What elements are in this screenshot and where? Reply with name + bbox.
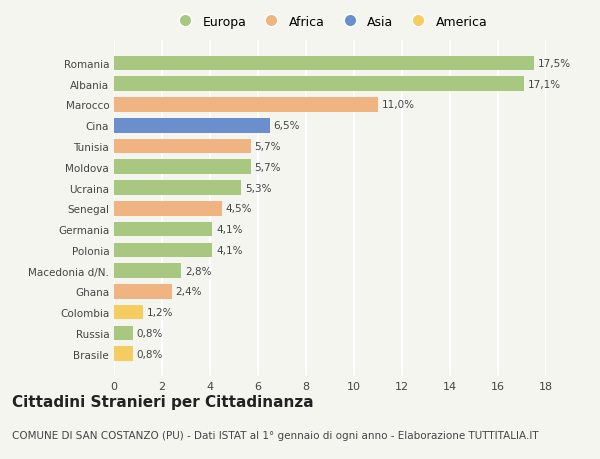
Bar bbox=[114, 202, 222, 216]
Text: 2,4%: 2,4% bbox=[175, 287, 202, 297]
Text: 6,5%: 6,5% bbox=[274, 121, 300, 131]
Bar bbox=[114, 222, 212, 237]
Legend: Europa, Africa, Asia, America: Europa, Africa, Asia, America bbox=[167, 11, 493, 34]
Text: 17,1%: 17,1% bbox=[528, 79, 561, 90]
Bar bbox=[114, 264, 181, 278]
Text: 17,5%: 17,5% bbox=[538, 59, 571, 69]
Text: 1,2%: 1,2% bbox=[146, 308, 173, 318]
Bar bbox=[114, 56, 534, 71]
Bar bbox=[114, 285, 172, 299]
Bar bbox=[114, 140, 251, 154]
Bar bbox=[114, 119, 270, 133]
Text: 0,8%: 0,8% bbox=[137, 349, 163, 359]
Text: 5,7%: 5,7% bbox=[254, 162, 281, 173]
Text: 4,1%: 4,1% bbox=[216, 245, 242, 255]
Bar bbox=[114, 181, 241, 196]
Text: 2,8%: 2,8% bbox=[185, 266, 211, 276]
Bar bbox=[114, 160, 251, 175]
Bar bbox=[114, 347, 133, 361]
Text: 0,8%: 0,8% bbox=[137, 328, 163, 338]
Text: 5,3%: 5,3% bbox=[245, 183, 271, 193]
Bar bbox=[114, 326, 133, 341]
Bar bbox=[114, 305, 143, 320]
Text: 11,0%: 11,0% bbox=[382, 100, 415, 110]
Bar bbox=[114, 77, 524, 92]
Text: 4,5%: 4,5% bbox=[226, 204, 252, 214]
Bar bbox=[114, 98, 378, 112]
Text: 5,7%: 5,7% bbox=[254, 142, 281, 151]
Text: COMUNE DI SAN COSTANZO (PU) - Dati ISTAT al 1° gennaio di ogni anno - Elaborazio: COMUNE DI SAN COSTANZO (PU) - Dati ISTAT… bbox=[12, 431, 539, 440]
Bar bbox=[114, 243, 212, 257]
Text: Cittadini Stranieri per Cittadinanza: Cittadini Stranieri per Cittadinanza bbox=[12, 394, 314, 409]
Text: 4,1%: 4,1% bbox=[216, 224, 242, 235]
